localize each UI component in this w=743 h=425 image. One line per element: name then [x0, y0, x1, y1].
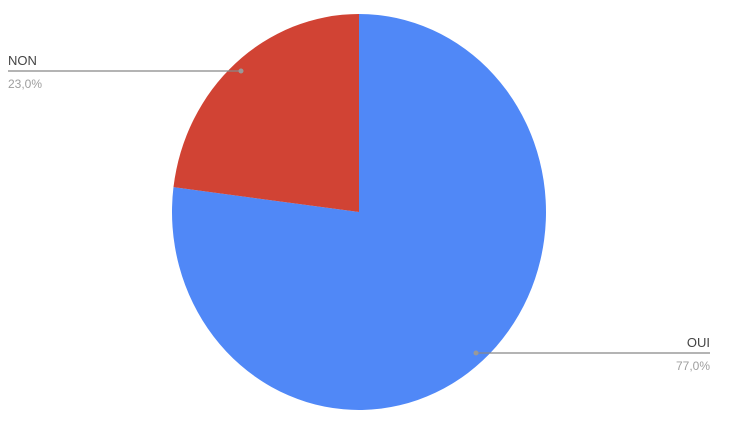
leader-oui — [473, 350, 710, 356]
percent-oui: 77,0% — [676, 359, 710, 373]
leader-non — [8, 68, 244, 74]
pie-slice-non — [173, 14, 359, 212]
label-non: NON — [8, 53, 37, 68]
percent-non: 23,0% — [8, 77, 42, 91]
label-oui: OUI — [687, 335, 710, 350]
